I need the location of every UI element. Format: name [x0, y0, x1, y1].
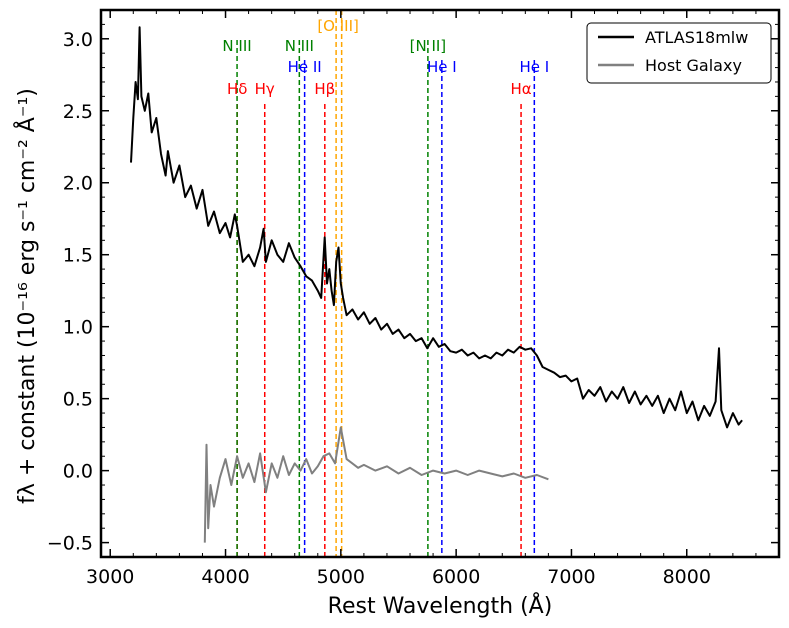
- x-axis-title: Rest Wavelength (Å): [328, 592, 553, 619]
- reference-label-h-1: Hγ: [255, 80, 275, 98]
- reference-label-n-ii-6: [N II]: [410, 37, 447, 55]
- axis-ticks: [101, 9, 780, 558]
- y-tick-label: 1.5: [63, 245, 93, 267]
- reference-label-he-i-8: He I: [427, 58, 457, 76]
- legend-label-atlas18mlw: ATLAS18mlw: [645, 28, 748, 47]
- legend: ATLAS18mlw Host Galaxy: [586, 22, 772, 84]
- series-line-host-galaxy: [203, 426, 549, 543]
- x-tick-label: 7000: [547, 566, 595, 588]
- reference-line-labels: Hδ Hγ Hβ Hα N III N III [N II] He II He I He I [O …: [222, 17, 549, 98]
- y-tick-label: −0.5: [47, 533, 93, 555]
- reference-label-n-iii-5: N III: [285, 37, 314, 55]
- y-tick-label: 3.0: [63, 29, 93, 51]
- reference-label-he-ii-7: He II: [288, 58, 322, 76]
- y-axis-title: fλ + constant (10⁻¹⁶ erg s⁻¹ cm⁻² Å⁻¹): [13, 88, 40, 504]
- x-tick-label: 6000: [432, 566, 480, 588]
- reference-label-o-iii-10: [O III]: [317, 17, 359, 35]
- reference-label-h-2: Hβ: [314, 80, 335, 98]
- x-tick-label: 5000: [317, 566, 365, 588]
- y-tick-label: 2.5: [63, 101, 93, 123]
- x-tick-label: 4000: [201, 566, 249, 588]
- y-tick-label: 0.0: [63, 461, 93, 483]
- x-tick-label: 8000: [663, 566, 711, 588]
- reference-label-h-3: Hα: [510, 80, 531, 98]
- legend-label-host-galaxy: Host Galaxy: [645, 56, 742, 75]
- reference-lines: [236, 10, 536, 557]
- reference-label-he-i-9: He I: [519, 58, 549, 76]
- x-tick-label: 3000: [86, 566, 134, 588]
- plot-frame: [99, 8, 781, 559]
- tick-labels: 3000 4000 5000 6000 7000 8000 −0.5 0.0 0.5 1.0 1.5…: [47, 29, 711, 588]
- y-tick-label: 2.0: [63, 173, 93, 195]
- reference-label-n-iii-4: N III: [222, 37, 251, 55]
- y-tick-label: 1.0: [63, 317, 93, 339]
- y-tick-label: 0.5: [63, 389, 93, 411]
- reference-label-h-0: Hδ: [227, 80, 247, 98]
- series-layer: [130, 26, 743, 543]
- series-line-atlas18mlw: [130, 26, 743, 429]
